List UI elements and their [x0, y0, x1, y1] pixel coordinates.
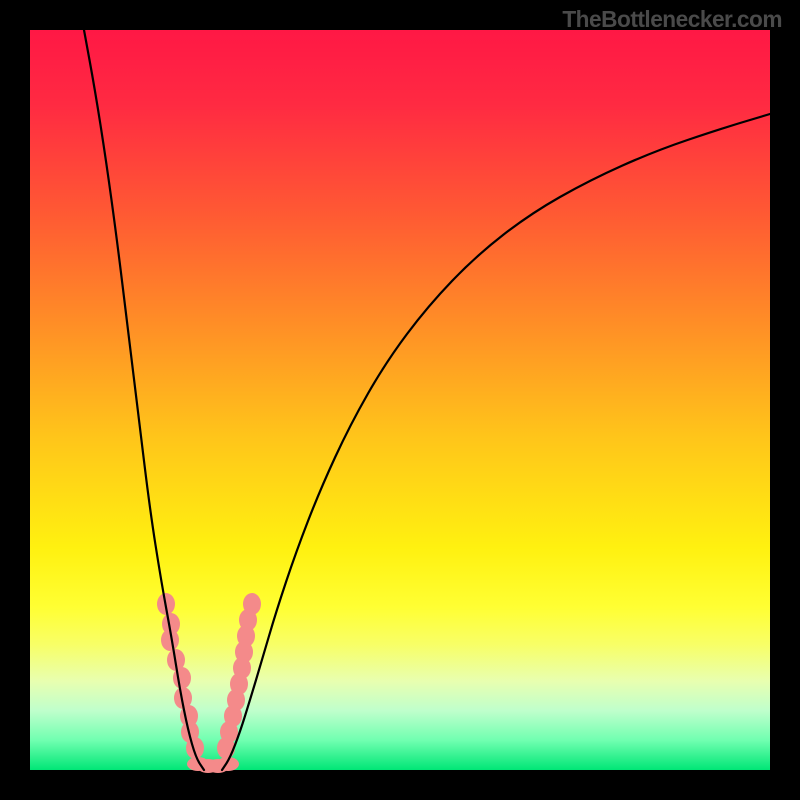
marker-left [173, 667, 191, 689]
bottleneck-chart: TheBottlenecker.com [0, 0, 800, 800]
chart-svg [0, 0, 800, 800]
watermark-text: TheBottlenecker.com [562, 6, 782, 33]
marker-right [217, 737, 235, 759]
plot-background [30, 30, 770, 770]
